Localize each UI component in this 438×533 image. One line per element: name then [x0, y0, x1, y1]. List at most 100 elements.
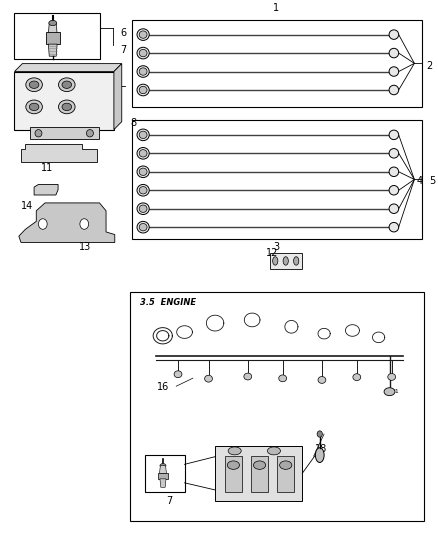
Bar — [157, 473, 168, 479]
Text: 5: 5 — [429, 176, 435, 186]
Ellipse shape — [139, 168, 147, 175]
Bar — [132, 20, 421, 107]
Polygon shape — [34, 184, 58, 195]
Ellipse shape — [228, 447, 241, 455]
Ellipse shape — [387, 374, 395, 381]
Ellipse shape — [388, 167, 398, 176]
Text: 7: 7 — [166, 496, 172, 506]
Text: 11: 11 — [41, 163, 53, 173]
Bar — [14, 71, 113, 130]
Polygon shape — [19, 203, 114, 243]
Ellipse shape — [137, 166, 149, 177]
Ellipse shape — [388, 185, 398, 195]
Ellipse shape — [204, 375, 212, 382]
Ellipse shape — [139, 150, 147, 157]
Ellipse shape — [227, 461, 239, 470]
Ellipse shape — [279, 461, 291, 470]
Text: 14: 14 — [21, 200, 33, 211]
Ellipse shape — [174, 371, 181, 378]
Ellipse shape — [388, 30, 398, 39]
Ellipse shape — [139, 50, 147, 56]
Text: 17: 17 — [255, 483, 268, 493]
Ellipse shape — [58, 100, 75, 114]
Text: 7: 7 — [120, 45, 126, 55]
Ellipse shape — [29, 81, 39, 88]
Ellipse shape — [316, 431, 321, 437]
Polygon shape — [159, 479, 166, 487]
Bar — [46, 33, 60, 44]
Ellipse shape — [317, 376, 325, 383]
Bar — [130, 292, 424, 521]
Ellipse shape — [267, 447, 280, 455]
Ellipse shape — [137, 66, 149, 77]
Ellipse shape — [293, 257, 298, 265]
Bar — [132, 120, 421, 239]
Ellipse shape — [278, 375, 286, 382]
Ellipse shape — [137, 221, 149, 233]
Polygon shape — [21, 144, 97, 162]
Ellipse shape — [388, 149, 398, 158]
Polygon shape — [159, 466, 166, 474]
Ellipse shape — [137, 184, 149, 196]
Ellipse shape — [388, 204, 398, 213]
Ellipse shape — [243, 373, 251, 380]
Ellipse shape — [139, 187, 147, 194]
Polygon shape — [14, 63, 121, 71]
Text: 18: 18 — [314, 443, 326, 454]
Ellipse shape — [29, 103, 39, 110]
Text: 12: 12 — [265, 248, 278, 258]
Bar — [276, 456, 294, 491]
Ellipse shape — [139, 131, 147, 139]
Text: E1: E1 — [391, 389, 399, 393]
Ellipse shape — [26, 100, 42, 114]
Text: 4: 4 — [416, 176, 422, 186]
Ellipse shape — [49, 20, 57, 26]
Polygon shape — [48, 23, 57, 34]
Text: 1: 1 — [272, 4, 279, 13]
Text: 13: 13 — [79, 243, 91, 253]
Ellipse shape — [137, 129, 149, 141]
Ellipse shape — [253, 461, 265, 470]
Ellipse shape — [80, 219, 88, 229]
Ellipse shape — [62, 103, 71, 110]
Text: 3.5  ENGINE: 3.5 ENGINE — [139, 298, 195, 307]
Ellipse shape — [388, 67, 398, 76]
Ellipse shape — [352, 374, 360, 381]
Ellipse shape — [314, 448, 323, 463]
Ellipse shape — [388, 222, 398, 232]
Ellipse shape — [58, 78, 75, 92]
Bar — [14, 13, 99, 59]
Ellipse shape — [283, 257, 288, 265]
Ellipse shape — [26, 78, 42, 92]
Ellipse shape — [139, 68, 147, 75]
Bar — [215, 446, 302, 501]
Ellipse shape — [39, 219, 47, 229]
Polygon shape — [113, 63, 121, 130]
Ellipse shape — [139, 86, 147, 94]
Ellipse shape — [272, 257, 277, 265]
Ellipse shape — [388, 130, 398, 140]
Text: 8: 8 — [130, 118, 136, 128]
Text: 16: 16 — [157, 382, 169, 392]
Ellipse shape — [139, 205, 147, 213]
Polygon shape — [48, 44, 57, 56]
Ellipse shape — [86, 130, 93, 137]
Ellipse shape — [137, 29, 149, 41]
Ellipse shape — [62, 81, 71, 88]
Bar — [224, 456, 242, 491]
Bar — [269, 253, 302, 269]
Ellipse shape — [35, 130, 42, 137]
Bar — [30, 127, 99, 139]
Ellipse shape — [383, 387, 394, 395]
Ellipse shape — [137, 148, 149, 159]
Ellipse shape — [139, 31, 147, 38]
Bar — [250, 456, 268, 491]
Ellipse shape — [137, 47, 149, 59]
Ellipse shape — [139, 223, 147, 231]
Ellipse shape — [137, 203, 149, 214]
Bar — [145, 455, 184, 492]
Ellipse shape — [388, 49, 398, 58]
Text: 3: 3 — [272, 243, 279, 253]
Ellipse shape — [137, 84, 149, 96]
Ellipse shape — [159, 464, 166, 468]
